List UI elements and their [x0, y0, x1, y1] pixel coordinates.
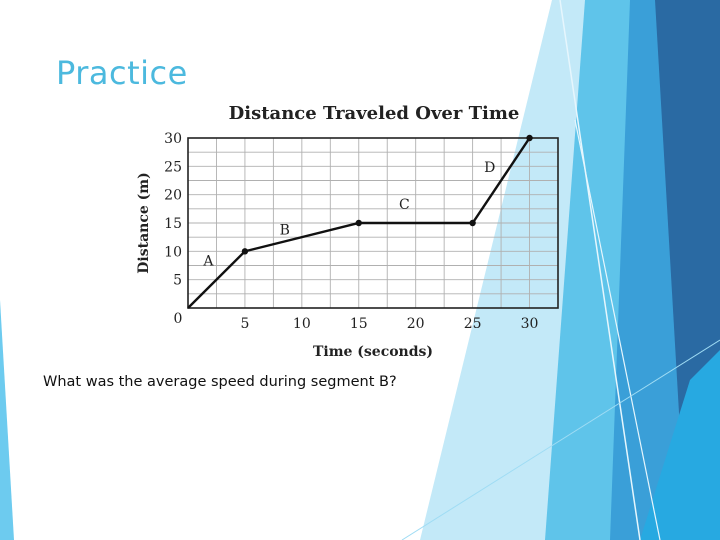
segment-label-a: A	[202, 254, 214, 270]
y-tick-label: 10	[164, 244, 182, 260]
chart-title: Distance Traveled Over Time	[229, 103, 520, 124]
segment-label-c: C	[399, 197, 410, 213]
origin-tick-label: 0	[174, 311, 183, 327]
x-tick-label: 20	[407, 316, 425, 332]
deco-line	[401, 339, 720, 540]
x-tick-labels: 5 10 15 20 25 30	[240, 316, 538, 332]
segment-labels: A B C D	[202, 160, 495, 270]
y-tick-label: 20	[164, 188, 182, 204]
x-tick-label: 25	[464, 316, 482, 332]
y-tick-label: 15	[164, 216, 182, 232]
data-point	[526, 134, 533, 142]
deco-dark-panel	[655, 0, 720, 430]
question-text: What was the average speed during segmen…	[43, 374, 397, 390]
deco-line	[559, 0, 641, 540]
y-tick-labels: 5 10 15 20 25 30	[164, 131, 182, 289]
x-tick-label: 10	[293, 316, 311, 332]
y-tick-label: 5	[173, 273, 182, 289]
x-tick-label: 15	[350, 316, 368, 332]
data-point	[355, 219, 362, 227]
y-tick-label: 25	[164, 159, 182, 175]
distance-time-chart: Distance Traveled Over Time 5 10 15 20 25 30 …	[136, 103, 559, 360]
slide-title: Practice	[56, 54, 188, 92]
deco-bright-panel	[640, 350, 720, 540]
data-points	[241, 134, 533, 255]
y-tick-label: 30	[164, 131, 182, 147]
plot-frame	[187, 137, 559, 309]
segment-label-b: B	[280, 222, 290, 238]
y-axis-label: Distance (m)	[136, 172, 152, 273]
deco-left-sliver	[0, 300, 14, 540]
segment-label-d: D	[484, 160, 495, 176]
data-point	[469, 219, 476, 227]
x-tick-label: 5	[240, 316, 249, 332]
x-tick-label: 30	[521, 316, 539, 332]
data-point	[241, 248, 249, 255]
deco-line	[574, 119, 661, 540]
x-axis-label: Time (seconds)	[313, 344, 433, 360]
